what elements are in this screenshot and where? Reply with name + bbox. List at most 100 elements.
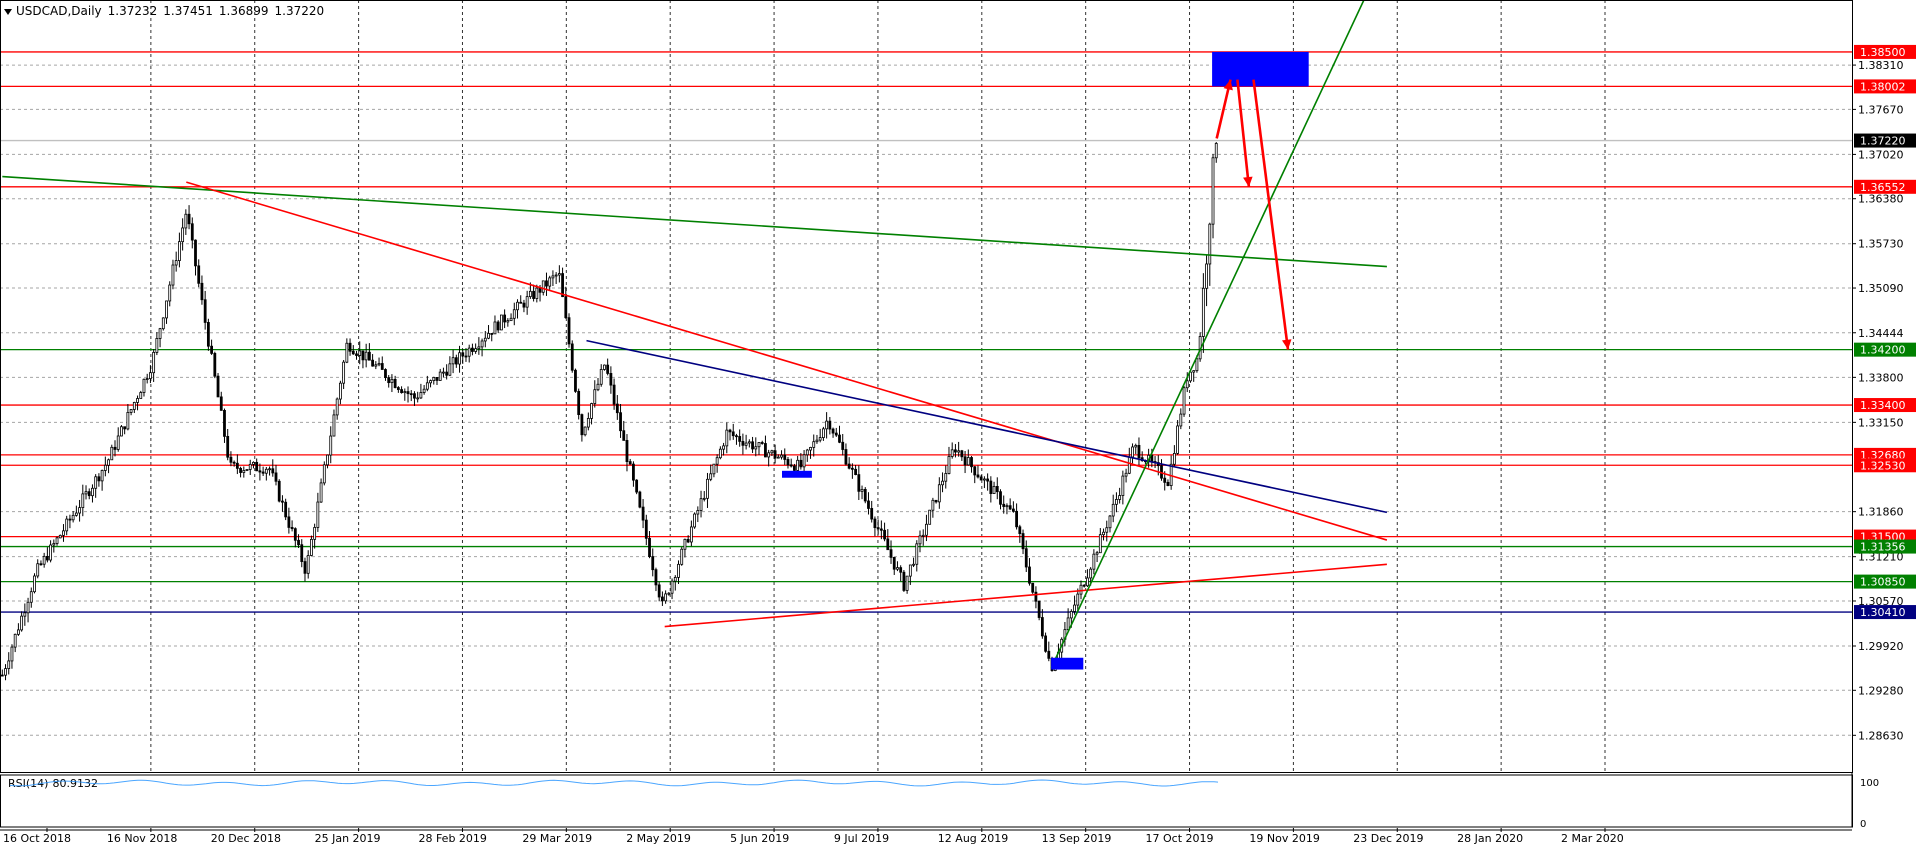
candle-body — [503, 314, 507, 323]
candle-body — [1069, 611, 1073, 619]
candle-body — [213, 352, 217, 377]
candle-body — [71, 514, 75, 521]
candle-body — [68, 518, 72, 521]
candle-body — [297, 539, 300, 546]
candle-body — [1163, 477, 1167, 483]
price-axis[interactable]: 1.38310 1.37670 1.37020 1.36380 1.35730 1.350… — [1852, 59, 1904, 742]
candle-body — [783, 454, 787, 460]
candle-body — [284, 501, 288, 518]
candle-body — [657, 584, 661, 598]
candle-body — [1089, 568, 1093, 579]
candle-body — [448, 363, 452, 376]
price-tick-label: 1.34444 — [1858, 327, 1904, 340]
candle-body — [62, 530, 65, 536]
candle-body — [612, 384, 616, 405]
candle-body — [889, 549, 893, 558]
level-tag-box — [1854, 605, 1916, 620]
candle-body — [74, 512, 78, 516]
candle-body — [805, 449, 809, 456]
candle-body — [812, 441, 816, 448]
candle-body — [490, 333, 494, 335]
candle-body — [435, 376, 439, 381]
candle-body — [879, 528, 883, 531]
candle-body — [149, 372, 152, 379]
candle-body — [393, 378, 397, 388]
arrow-head — [1243, 176, 1253, 187]
candle-body — [23, 612, 27, 617]
candle-body — [13, 633, 17, 648]
date-tick-label: 2 Mar 2020 — [1561, 832, 1624, 845]
candle-body — [287, 516, 291, 528]
candle-body — [1182, 387, 1186, 415]
candle-body — [120, 426, 123, 437]
candle-body — [422, 388, 426, 393]
candle-body — [760, 442, 764, 444]
candle-body — [918, 535, 922, 545]
candle-body — [129, 409, 133, 413]
candle-body — [1028, 566, 1031, 584]
candle-body — [94, 476, 98, 489]
candle-body — [941, 480, 944, 486]
candle-body — [1211, 157, 1215, 225]
candle-body — [316, 501, 320, 528]
candle-body — [84, 491, 88, 495]
candle-body — [49, 544, 52, 561]
candle-body — [661, 596, 664, 602]
trendline — [186, 181, 1388, 541]
candle-body — [747, 441, 751, 444]
candle-body — [116, 435, 120, 450]
candle-body — [396, 387, 400, 390]
candle-body — [741, 440, 745, 446]
zone-box — [782, 470, 812, 478]
candle-body — [374, 364, 378, 367]
candle-body — [554, 274, 558, 277]
candle-body — [1121, 475, 1125, 496]
candle-body — [26, 601, 30, 614]
candle-body — [223, 409, 226, 437]
candle-body — [226, 435, 230, 458]
candle-body — [258, 470, 262, 473]
trendline — [664, 563, 1387, 628]
level-tag-label: 1.33400 — [1860, 399, 1906, 412]
candle-body — [1195, 358, 1199, 372]
candle-body — [87, 491, 91, 497]
candle-body — [516, 301, 519, 311]
price-tick-label: 1.28630 — [1858, 729, 1904, 742]
candle-body — [348, 342, 352, 352]
candle-body — [892, 556, 896, 570]
candle-body — [464, 355, 468, 358]
arrows — [1215, 79, 1292, 350]
candle-body — [310, 538, 313, 556]
candle-body — [483, 337, 487, 342]
price-tick-label: 1.30570 — [1858, 595, 1904, 608]
candle-body — [641, 506, 645, 521]
candle-body — [925, 523, 928, 536]
candle-body — [912, 563, 915, 566]
candle-body — [355, 353, 358, 356]
candle-body — [728, 429, 732, 433]
trendline — [2, 175, 1387, 268]
candle-body — [699, 498, 703, 511]
candle-body — [574, 369, 577, 392]
candle-body — [1166, 481, 1170, 486]
candle-body — [1047, 650, 1051, 659]
candle-body — [377, 363, 381, 366]
level-tag-box — [1854, 79, 1916, 94]
candle-body — [413, 393, 416, 399]
dropdown-triangle-icon[interactable] — [4, 8, 12, 15]
candle-body — [442, 371, 445, 374]
candle-body — [281, 500, 284, 503]
candle-body — [625, 440, 629, 462]
candle-body — [638, 491, 642, 508]
candle-body — [1073, 604, 1076, 612]
candle-body — [313, 527, 317, 540]
candle-body — [825, 420, 829, 430]
candle-body — [838, 434, 841, 443]
candle-body — [1115, 499, 1118, 505]
zone-box — [1051, 657, 1084, 670]
candle-body — [966, 457, 970, 466]
date-axis[interactable]: 16 Oct 2018 16 Nov 2018 20 Dec 2018 25 Jan … — [3, 828, 1624, 845]
date-tick-label: 23 Dec 2019 — [1353, 832, 1423, 845]
candle-body — [100, 470, 104, 482]
